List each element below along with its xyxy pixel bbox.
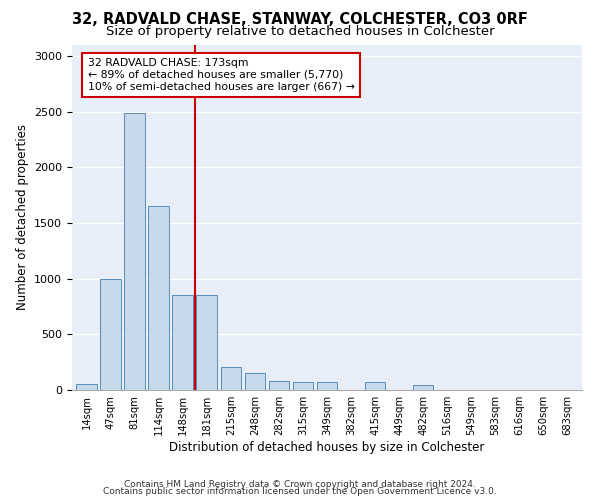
Text: 32 RADVALD CHASE: 173sqm
← 89% of detached houses are smaller (5,770)
10% of sem: 32 RADVALD CHASE: 173sqm ← 89% of detach… — [88, 58, 355, 92]
Text: Contains public sector information licensed under the Open Government Licence v3: Contains public sector information licen… — [103, 487, 497, 496]
Bar — [148, 206, 169, 390]
Bar — [221, 366, 241, 390]
X-axis label: Distribution of detached houses by size in Colchester: Distribution of detached houses by size … — [169, 441, 485, 454]
Bar — [413, 385, 433, 390]
Bar — [269, 381, 289, 390]
Text: Contains HM Land Registry data © Crown copyright and database right 2024.: Contains HM Land Registry data © Crown c… — [124, 480, 476, 489]
Bar — [317, 382, 337, 390]
Bar — [196, 296, 217, 390]
Bar — [100, 278, 121, 390]
Bar — [76, 384, 97, 390]
Bar — [124, 113, 145, 390]
Text: Size of property relative to detached houses in Colchester: Size of property relative to detached ho… — [106, 25, 494, 38]
Y-axis label: Number of detached properties: Number of detached properties — [16, 124, 29, 310]
Bar — [293, 382, 313, 390]
Text: 32, RADVALD CHASE, STANWAY, COLCHESTER, CO3 0RF: 32, RADVALD CHASE, STANWAY, COLCHESTER, … — [72, 12, 528, 28]
Bar — [365, 382, 385, 390]
Bar — [245, 373, 265, 390]
Bar — [172, 296, 193, 390]
